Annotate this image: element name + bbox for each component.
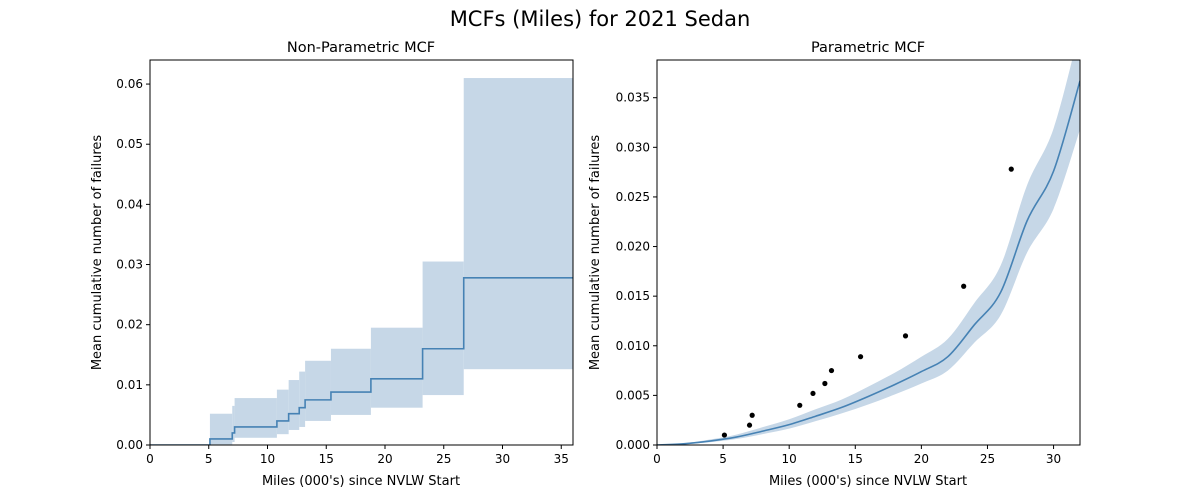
observed-point bbox=[1008, 166, 1014, 172]
observed-point bbox=[797, 402, 803, 408]
parametric-panel: 0 5 10 15 20 25 30 0.000 0.005 0.010 0.015 0.020 0.0… bbox=[588, 40, 1081, 489]
parametric-ticks: 0 5 10 15 20 25 30 0.000 0.005 0.010 0.015 0.020 0.0… bbox=[616, 91, 1062, 466]
confidence-band-segment bbox=[299, 371, 306, 427]
mcf-step-line bbox=[150, 276, 573, 445]
nonparametric-axes-frame bbox=[149, 59, 574, 446]
y-tick-label: 0.030 bbox=[616, 140, 650, 154]
parametric-xlabel: Miles (000's) since NVLW Start bbox=[769, 474, 967, 489]
observed-point bbox=[828, 367, 835, 374]
confidence-band-segment bbox=[234, 398, 277, 438]
y-tick-label: 0.005 bbox=[616, 388, 650, 402]
parametric-axes-frame bbox=[656, 59, 1081, 446]
y-tick-label: 0.015 bbox=[616, 289, 650, 303]
confidence-band-segment bbox=[422, 261, 464, 396]
observed-point bbox=[810, 390, 816, 397]
observed-point bbox=[902, 333, 909, 339]
nonparametric-ticks: 0 5 10 15 20 25 30 35 0.00 0.01 0.02 0.03 0.04 0.05 0.… bbox=[116, 77, 569, 466]
confidence-band-segment bbox=[209, 413, 233, 445]
x-tick-label: 0 bbox=[146, 452, 154, 466]
y-tick-label: 0.05 bbox=[116, 137, 143, 151]
y-tick-label: 0.02 bbox=[116, 318, 143, 332]
observed-point bbox=[721, 432, 728, 438]
y-tick-label: 0.010 bbox=[616, 339, 650, 353]
x-tick-label: 30 bbox=[1046, 452, 1061, 466]
observed-point bbox=[961, 283, 967, 289]
x-tick-label: 25 bbox=[980, 452, 995, 466]
fitted-mcf-line bbox=[657, 80, 1080, 445]
x-tick-label: 10 bbox=[260, 452, 275, 466]
x-tick-label: 35 bbox=[554, 452, 569, 466]
parametric-plot-area bbox=[657, 60, 1080, 445]
parametric-ylabel: Mean cumulative number of failures bbox=[588, 135, 603, 371]
x-tick-label: 20 bbox=[377, 452, 392, 466]
y-tick-label: 0.00 bbox=[116, 438, 143, 452]
confidence-band-segment bbox=[463, 78, 573, 370]
nonparametric-panel: 0 5 10 15 20 25 30 35 0.00 0.01 0.02 0.03 0.04 0.05 0.… bbox=[90, 40, 574, 489]
observed-point bbox=[857, 354, 864, 360]
confidence-band-segment bbox=[305, 360, 331, 421]
y-tick-label: 0.01 bbox=[116, 378, 143, 392]
nonparametric-ylabel: Mean cumulative number of failures bbox=[90, 135, 105, 371]
observed-point bbox=[749, 412, 755, 418]
observed-point bbox=[746, 422, 753, 428]
figure-suptitle: MCFs (Miles) for 2021 Sedan bbox=[450, 7, 751, 31]
x-tick-label: 15 bbox=[848, 452, 863, 466]
observed-point bbox=[822, 380, 828, 387]
confidence-band-segment bbox=[330, 348, 371, 415]
parametric-title: Parametric MCF bbox=[811, 40, 925, 56]
y-tick-label: 0.06 bbox=[116, 77, 143, 91]
x-tick-label: 0 bbox=[653, 452, 661, 466]
confidence-band-segment bbox=[370, 327, 423, 408]
y-tick-label: 0.025 bbox=[616, 190, 650, 204]
x-tick-label: 15 bbox=[319, 452, 334, 466]
x-tick-label: 10 bbox=[782, 452, 797, 466]
y-tick-label: 0.000 bbox=[616, 438, 650, 452]
confidence-band-segment bbox=[276, 389, 289, 435]
confidence-band-segment bbox=[288, 380, 300, 430]
x-tick-label: 5 bbox=[205, 452, 213, 466]
nonparametric-title: Non-Parametric MCF bbox=[287, 40, 435, 56]
y-tick-label: 0.04 bbox=[116, 197, 143, 211]
nonparametric-plot-area bbox=[150, 78, 573, 445]
x-tick-label: 25 bbox=[436, 452, 451, 466]
y-tick-label: 0.020 bbox=[616, 240, 650, 254]
x-tick-label: 30 bbox=[495, 452, 510, 466]
y-tick-label: 0.035 bbox=[616, 91, 650, 105]
nonparametric-xlabel: Miles (000's) since NVLW Start bbox=[262, 474, 460, 489]
x-tick-label: 5 bbox=[719, 452, 727, 466]
confidence-band-segment bbox=[232, 405, 235, 442]
x-tick-label: 20 bbox=[914, 452, 929, 466]
y-tick-label: 0.03 bbox=[116, 258, 143, 272]
